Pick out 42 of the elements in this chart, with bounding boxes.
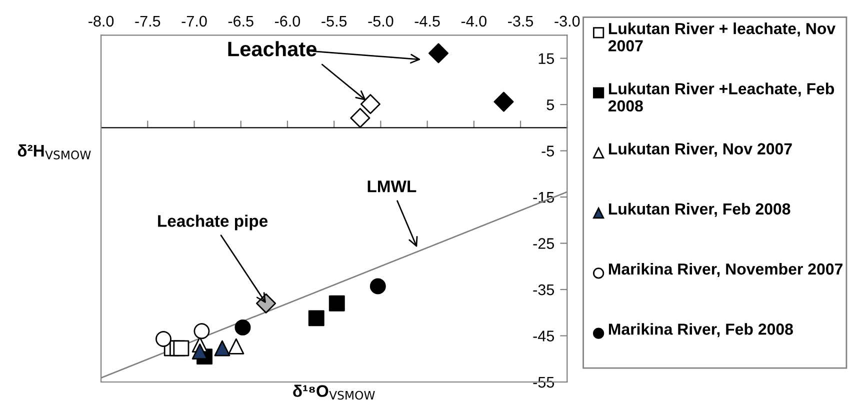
y-tick-label: 15 bbox=[538, 53, 554, 64]
legend-label: Lukutan River + leachate, Nov 2007 bbox=[608, 22, 836, 52]
x-tick-label: -4.5 bbox=[414, 16, 440, 27]
annotation: Leachate bbox=[228, 41, 316, 56]
point bbox=[192, 344, 208, 360]
x-axis-title: δ¹⁸O$_{VSMOW}$ bbox=[293, 384, 375, 400]
point bbox=[360, 94, 380, 114]
x-tick-label: -3.0 bbox=[554, 16, 580, 27]
legend-label: Lukutan River +Leachate, Feb 2008 bbox=[608, 82, 834, 112]
point bbox=[494, 92, 514, 112]
point bbox=[156, 331, 172, 347]
x-tick-label: -8.0 bbox=[88, 16, 114, 27]
point bbox=[350, 108, 370, 128]
legend-label: Lukutan River, Nov 2007 bbox=[608, 142, 792, 157]
x-tick-label: -7.5 bbox=[135, 16, 160, 27]
annotation: LMWL bbox=[368, 180, 416, 192]
point bbox=[173, 340, 190, 356]
x-tick-label: -4.0 bbox=[461, 16, 486, 27]
y-tick-label: -45 bbox=[533, 330, 554, 342]
y-axis-title: δ²H$_{VSMOW}$ bbox=[18, 144, 91, 160]
point bbox=[214, 340, 230, 356]
legend-label: Lukutan River, Feb 2008 bbox=[608, 202, 790, 217]
x-tick-label: -5.5 bbox=[322, 16, 347, 27]
point bbox=[328, 295, 345, 312]
x-tick-label: -5.0 bbox=[368, 16, 394, 27]
y-tick-label: -25 bbox=[533, 238, 554, 249]
y-tick-label: -5 bbox=[542, 146, 554, 156]
x-tick-label: -7.0 bbox=[182, 16, 207, 27]
point bbox=[194, 323, 210, 340]
point bbox=[308, 310, 324, 326]
annotation: Leachate pipe bbox=[158, 214, 268, 230]
y-tick-label: -35 bbox=[533, 284, 554, 296]
x-tick-label: -6.5 bbox=[228, 16, 254, 27]
point bbox=[234, 319, 251, 336]
point bbox=[428, 43, 448, 64]
point bbox=[370, 278, 386, 294]
x-tick-label: -6.0 bbox=[274, 16, 300, 27]
legend-label: Marikina River, November 2007 bbox=[608, 262, 842, 278]
y-tick-label: 5 bbox=[546, 100, 554, 110]
legend-label: Marikina River, Feb 2008 bbox=[608, 323, 793, 338]
x-tick-label: -3.5 bbox=[508, 16, 534, 27]
point bbox=[228, 338, 244, 354]
